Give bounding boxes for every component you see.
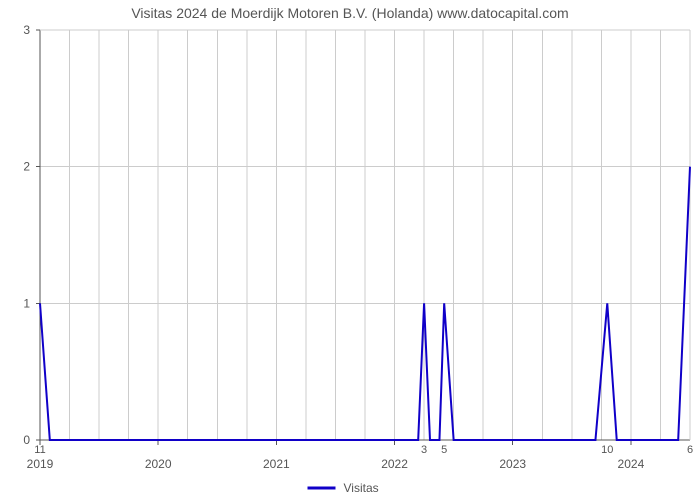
point-label: 6 xyxy=(687,444,693,456)
x-tick-label: 2022 xyxy=(381,457,408,471)
chart-title: Visitas 2024 de Moerdijk Motoren B.V. (H… xyxy=(131,5,568,21)
x-tick-label: 2019 xyxy=(27,457,54,471)
legend-label: Visitas xyxy=(344,481,379,495)
x-tick-label: 2020 xyxy=(145,457,172,471)
point-label: 11 xyxy=(34,444,45,456)
y-tick-label: 1 xyxy=(23,296,30,310)
y-tick-label: 3 xyxy=(23,23,30,37)
x-tick-label: 2023 xyxy=(499,457,526,471)
y-tick-label: 0 xyxy=(23,433,30,447)
line-chart: Visitas 2024 de Moerdijk Motoren B.V. (H… xyxy=(0,0,700,500)
x-tick-label: 2021 xyxy=(263,457,290,471)
point-label: 3 xyxy=(421,444,427,456)
point-label: 5 xyxy=(441,444,447,456)
point-label: 10 xyxy=(601,444,613,456)
y-tick-label: 2 xyxy=(23,160,30,174)
chart-container: { "chart": { "type": "line", "title": "V… xyxy=(0,0,700,500)
x-tick-label: 2024 xyxy=(618,457,645,471)
